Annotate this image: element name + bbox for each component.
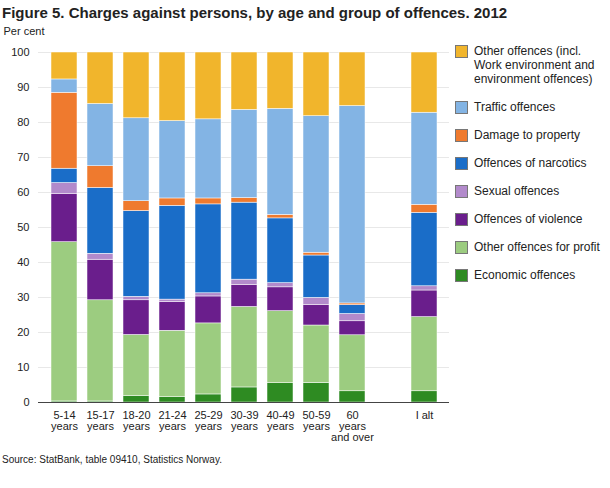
svg-text:0: 0	[23, 396, 29, 408]
svg-text:70: 70	[17, 151, 29, 163]
html-text:Damage to property: Damage to property	[474, 128, 581, 142]
svg-text:I alt: I alt	[416, 409, 434, 421]
svg-text:60yearsand over: 60yearsand over	[331, 409, 374, 443]
svg-text:18-20years: 18-20years	[122, 409, 150, 432]
svg-text:40-49years: 40-49years	[266, 409, 294, 432]
svg-text:21-24years: 21-24years	[158, 409, 186, 432]
svg-text:30-39years: 30-39years	[230, 409, 258, 432]
html-text:Other offences for profit: Other offences for profit	[474, 240, 600, 254]
svg-text:5-14years: 5-14years	[51, 409, 78, 432]
svg-text:40: 40	[17, 256, 29, 268]
svg-text:30: 30	[17, 291, 29, 303]
svg-text:25-29years: 25-29years	[194, 409, 222, 432]
html-text:Figure 5. Charges against pers: Figure 5. Charges against persons, by ag…	[2, 4, 508, 21]
html-text:Economic offences: Economic offences	[474, 268, 576, 282]
svg-text:20: 20	[17, 326, 29, 338]
svg-text:10: 10	[17, 361, 29, 373]
svg-text:50-59years: 50-59years	[302, 409, 330, 432]
svg-text:Per cent: Per cent	[4, 25, 45, 37]
html-text:Source: StatBank, table 09410,: Source: StatBank, table 09410, Statistic…	[2, 454, 222, 465]
svg-text:60: 60	[17, 186, 29, 198]
html-text:Traffic offences: Traffic offences	[474, 100, 556, 114]
html-text:Offences of narcotics: Offences of narcotics	[474, 156, 587, 170]
html-text:Offences of violence: Offences of violence	[474, 212, 583, 226]
svg-text:100: 100	[11, 46, 29, 58]
svg-text:15-17years: 15-17years	[86, 409, 114, 432]
html-text:Other offences (incl. Work env: Other offences (incl. Work environment a…	[474, 44, 595, 86]
svg-text:80: 80	[17, 116, 29, 128]
svg-text:90: 90	[17, 81, 29, 93]
svg-text:50: 50	[17, 221, 29, 233]
html-text:Sexual offences: Sexual offences	[474, 184, 560, 198]
